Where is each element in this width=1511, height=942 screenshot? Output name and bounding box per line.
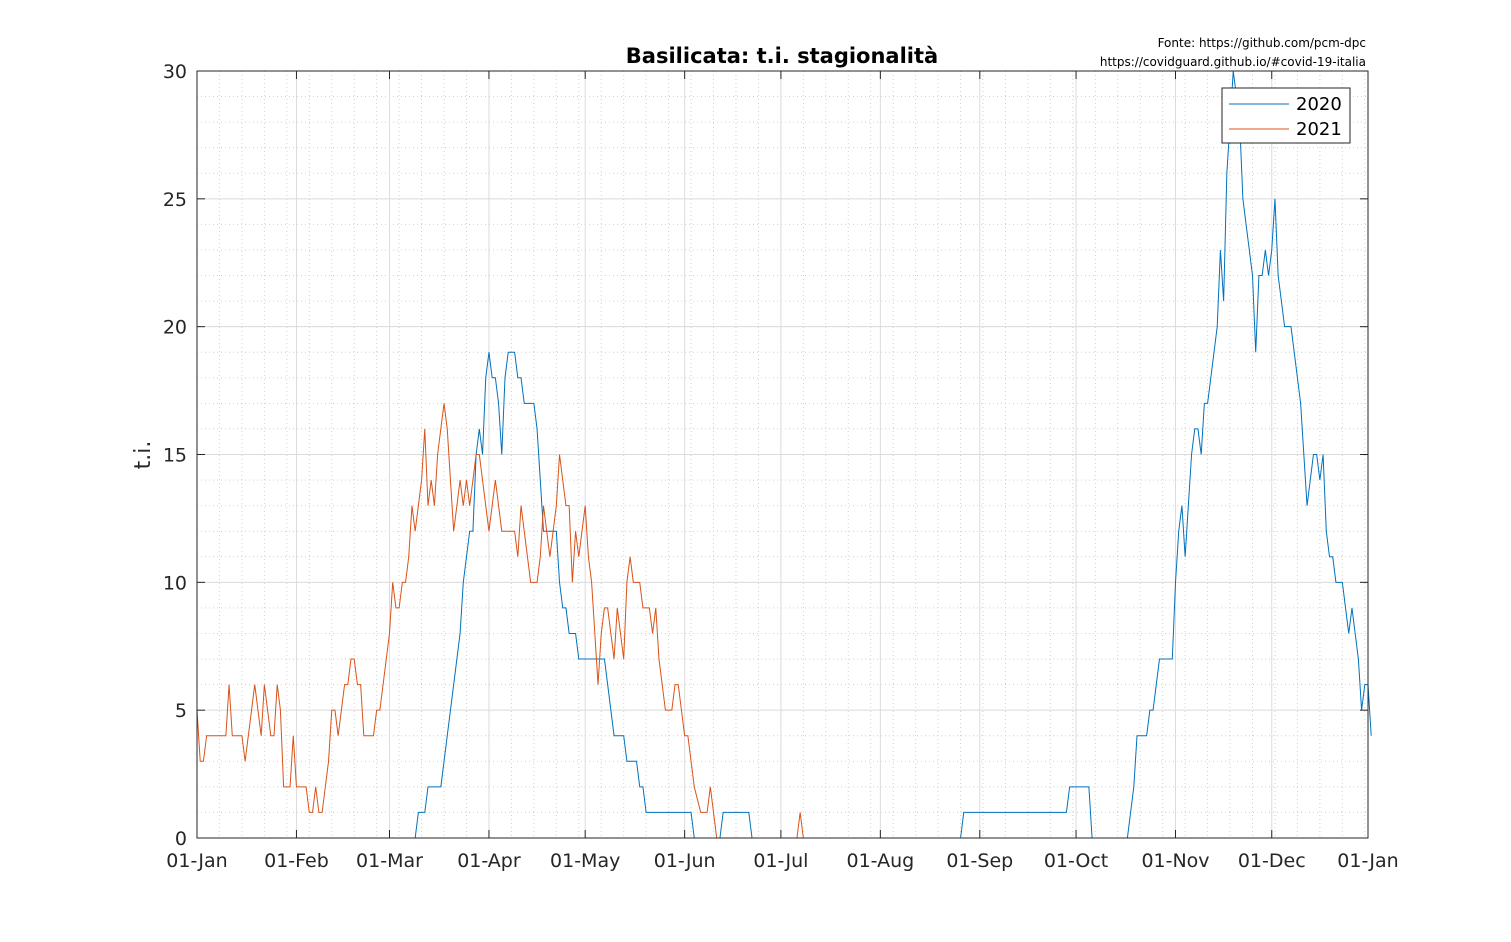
source-line-2: https://covidguard.github.io/#covid-19-i… bbox=[1100, 55, 1366, 69]
y-tick-labels: 0 5 10 15 20 25 30 bbox=[163, 61, 187, 850]
x-tick-label: 01-Aug bbox=[846, 850, 914, 872]
x-tick-label: 01-Jun bbox=[654, 850, 716, 872]
x-tick-label: 01-Nov bbox=[1141, 850, 1209, 872]
legend: 2020 2021 bbox=[1221, 87, 1351, 144]
x-tick-label: 01-Dec bbox=[1238, 850, 1306, 872]
y-tick-label: 0 bbox=[175, 828, 187, 850]
grid bbox=[196, 70, 1369, 839]
x-tick-labels: 01-Jan 01-Feb 01-Mar 01-Apr 01-May 01-Jun 01-J… bbox=[166, 850, 1398, 872]
x-tick-label: 01-Apr bbox=[457, 850, 521, 872]
x-tick-label: 01-Oct bbox=[1044, 850, 1108, 872]
x-tick-label: 01-Sep bbox=[946, 850, 1013, 872]
legend-label-2021: 2021 bbox=[1296, 119, 1342, 140]
source-line-1: Fonte: https://github.com/pcm-dpc bbox=[1158, 36, 1366, 50]
y-tick-label: 25 bbox=[163, 189, 187, 211]
tick-marks bbox=[196, 70, 1369, 839]
chart-title: Basilicata: t.i. stagionalità bbox=[626, 44, 938, 68]
y-axis-label: t.i. bbox=[131, 441, 156, 470]
x-tick-label: 01-Jan bbox=[1337, 850, 1398, 872]
y-tick-label: 10 bbox=[163, 572, 187, 594]
y-tick-label: 20 bbox=[163, 317, 187, 339]
y-tick-label: 30 bbox=[163, 61, 187, 83]
x-tick-label: 01-Jul bbox=[753, 850, 808, 872]
series-lines bbox=[196, 70, 1372, 839]
series-line-2021 bbox=[196, 403, 804, 839]
x-tick-label: 01-Mar bbox=[356, 850, 423, 872]
series-line-2020 bbox=[370, 70, 1372, 839]
y-tick-label: 15 bbox=[163, 445, 187, 467]
y-tick-label: 5 bbox=[175, 700, 187, 722]
x-tick-label: 01-Feb bbox=[264, 850, 329, 872]
legend-label-2020: 2020 bbox=[1296, 94, 1342, 115]
x-tick-label: 01-May bbox=[550, 850, 620, 872]
legend-box bbox=[1221, 87, 1351, 144]
x-tick-label: 01-Jan bbox=[166, 850, 227, 872]
